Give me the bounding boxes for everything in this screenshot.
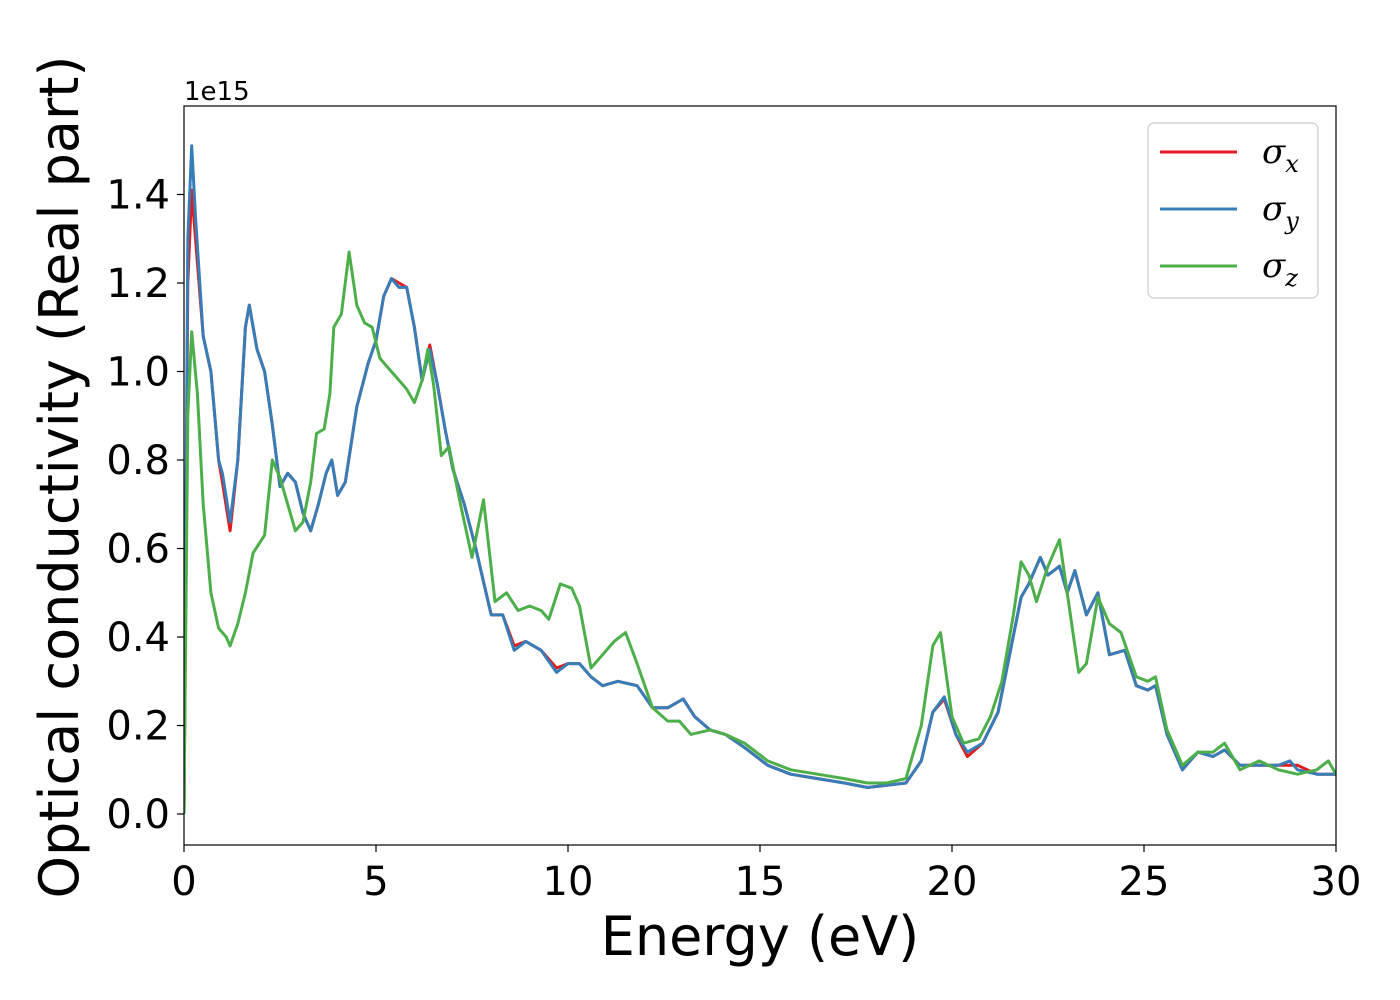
legend: σx σy σz xyxy=(1147,122,1319,299)
y-tick-label: 0.0 xyxy=(106,792,170,838)
x-tick-label: 15 xyxy=(735,859,786,905)
legend-label-y: σy xyxy=(1262,189,1299,235)
plot-area xyxy=(184,144,1336,815)
x-tick-label: 25 xyxy=(1119,859,1170,905)
y-tick-label: 1.2 xyxy=(106,261,170,307)
legend-label-z: σz xyxy=(1262,246,1298,292)
y-axis-title: Optical conductivity (Real part) xyxy=(28,56,91,899)
y-tick-label: 0.2 xyxy=(106,704,170,750)
series-line-y xyxy=(184,144,1336,815)
x-tick-label: 5 xyxy=(363,859,388,905)
x-tick-label: 0 xyxy=(171,859,196,905)
x-tick-label: 10 xyxy=(543,859,594,905)
y-tick-label: 0.4 xyxy=(106,615,170,661)
legend-label-x: σx xyxy=(1262,132,1299,178)
x-tick-label: 30 xyxy=(1311,859,1362,905)
y-offset-label: 1e15 xyxy=(184,77,250,107)
y-tick-label: 1.4 xyxy=(106,173,170,219)
series-line-z xyxy=(184,250,1336,815)
x-tick-label: 20 xyxy=(927,859,978,905)
axes: 0 5 10 15 20 25 30 0.0 0.2 0.4 0.6 0.8 1.0 1.2 1.4 xyxy=(106,105,1362,905)
y-tick-label: 0.8 xyxy=(106,438,170,484)
y-tick-label: 0.6 xyxy=(106,527,170,573)
y-tick-label: 1.0 xyxy=(106,350,170,396)
x-axis-title: Energy (eV) xyxy=(601,905,920,968)
